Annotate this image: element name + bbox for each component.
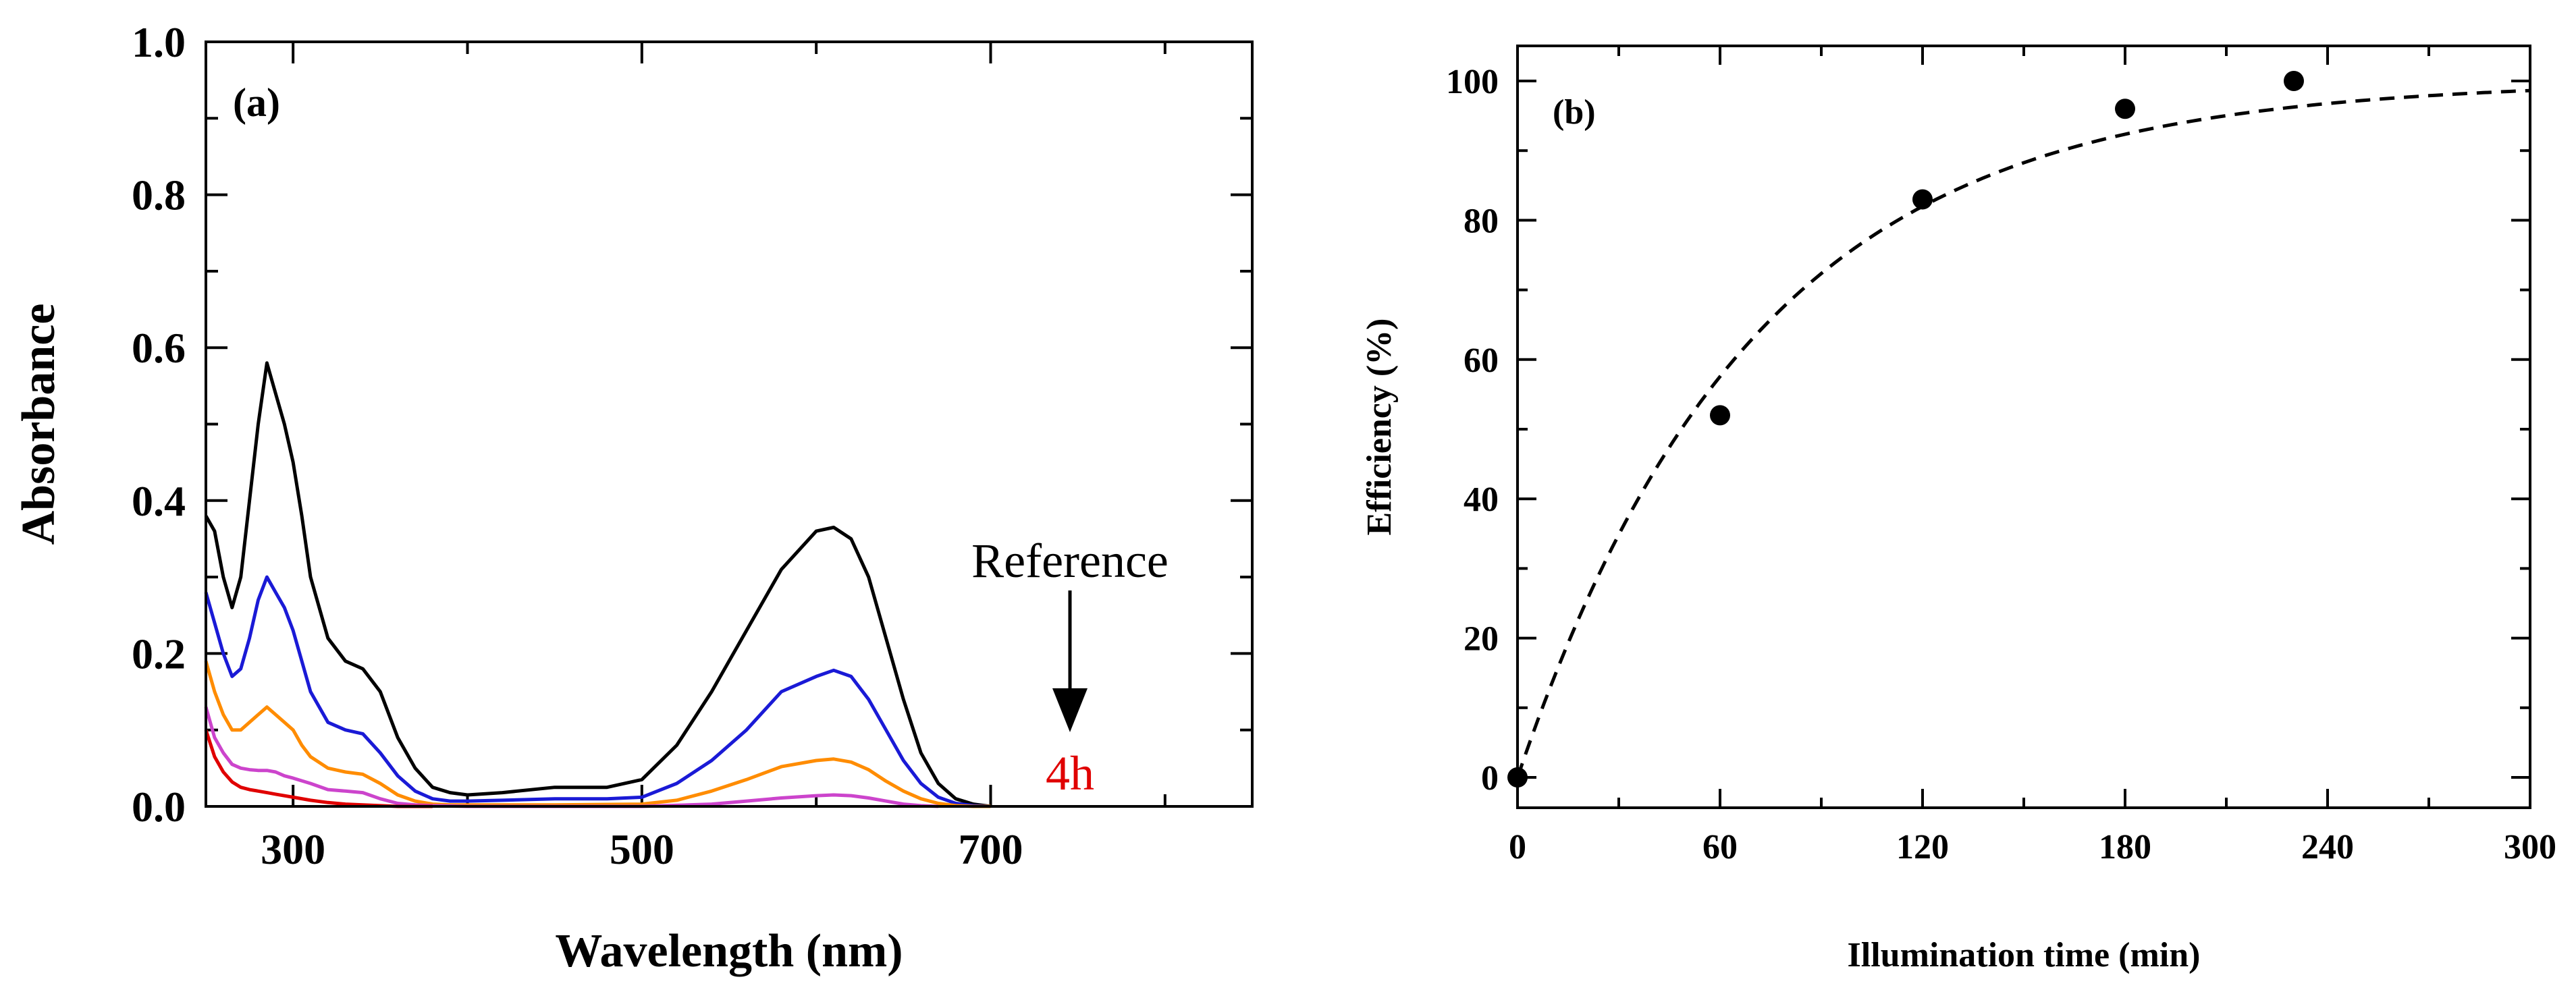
panel-a-series <box>204 361 991 808</box>
panel-b-y-axis-title: Efficiency (%) <box>1360 318 1399 535</box>
spectrum-line-2 <box>204 575 991 808</box>
panel-a-y-tick-label: 0.8 <box>132 171 186 219</box>
panel-b-fit-curve <box>1515 88 2531 778</box>
panel-a-x-axis-title: Wavelength (nm) <box>555 925 903 977</box>
reference-annotation: Reference <box>971 534 1169 588</box>
panel-b-data-point <box>2284 71 2304 91</box>
panel-b-data-point <box>1912 189 1933 210</box>
panel-b-data-point <box>1710 405 1730 426</box>
panel-a: 300 500 700 0.0 0.2 0.4 0.6 0.8 1.0 (a) Waveleng… <box>13 18 1254 977</box>
panel-b-x-tick-label: 120 <box>1896 828 1949 866</box>
panel-a-y-axis-title: Absorbance <box>13 304 65 545</box>
panel-b-x-axis-title: Illumination time (min) <box>1848 936 2201 974</box>
panel-a-label: (a) <box>233 80 280 125</box>
panel-b-y-tick-label: 20 <box>1464 620 1499 659</box>
panel-a-x-tick-label: 500 <box>610 825 674 873</box>
panel-b-label: (b) <box>1553 93 1596 132</box>
panel-b: 0 60 120 180 240 300 0 20 40 60 80 100 (b) Illumina… <box>1360 45 2556 974</box>
panel-b-x-tick-label: 60 <box>1702 828 1738 866</box>
panel-b-y-tick-label: 60 <box>1464 341 1499 380</box>
panel-b-y-tick-label: 80 <box>1464 202 1499 240</box>
panel-b-y-tick-label: 100 <box>1446 63 1499 101</box>
annotation-arrow-head <box>1052 688 1088 732</box>
panel-b-data-point <box>2115 99 2135 119</box>
panel-b-points <box>1507 71 2304 788</box>
panel-a-y-tick-label: 0.0 <box>132 783 186 831</box>
panel-b-x-tick-label: 180 <box>2099 828 2151 866</box>
panel-a-plot-frame <box>205 40 1254 808</box>
panel-b-x-tick-label: 240 <box>2301 828 2354 866</box>
panel-a-y-tick-label: 0.2 <box>132 630 186 678</box>
panel-b-x-tick-label: 0 <box>1509 828 1526 866</box>
spectrum-line-1 <box>204 361 991 808</box>
panel-b-x-tick-label: 300 <box>2504 828 2556 866</box>
panel-a-y-tick-label: 0.4 <box>132 477 186 525</box>
time-annotation-4h: 4h <box>1046 746 1094 800</box>
panel-b-ticks: 0 60 120 180 240 300 0 20 40 60 80 100 <box>1446 46 2556 866</box>
panel-b-y-tick-label: 0 <box>1481 759 1499 798</box>
panel-a-y-tick-label: 0.6 <box>132 324 186 372</box>
panel-b-y-tick-label: 40 <box>1464 480 1499 519</box>
panel-a-y-tick-label: 1.0 <box>132 18 186 66</box>
spectrum-line-3 <box>204 661 991 808</box>
spectrum-line-4 <box>204 707 939 808</box>
panel-b-plot-frame <box>1516 45 2531 809</box>
panel-a-x-tick-label: 700 <box>959 825 1023 873</box>
panel-a-x-tick-label: 300 <box>261 825 325 873</box>
